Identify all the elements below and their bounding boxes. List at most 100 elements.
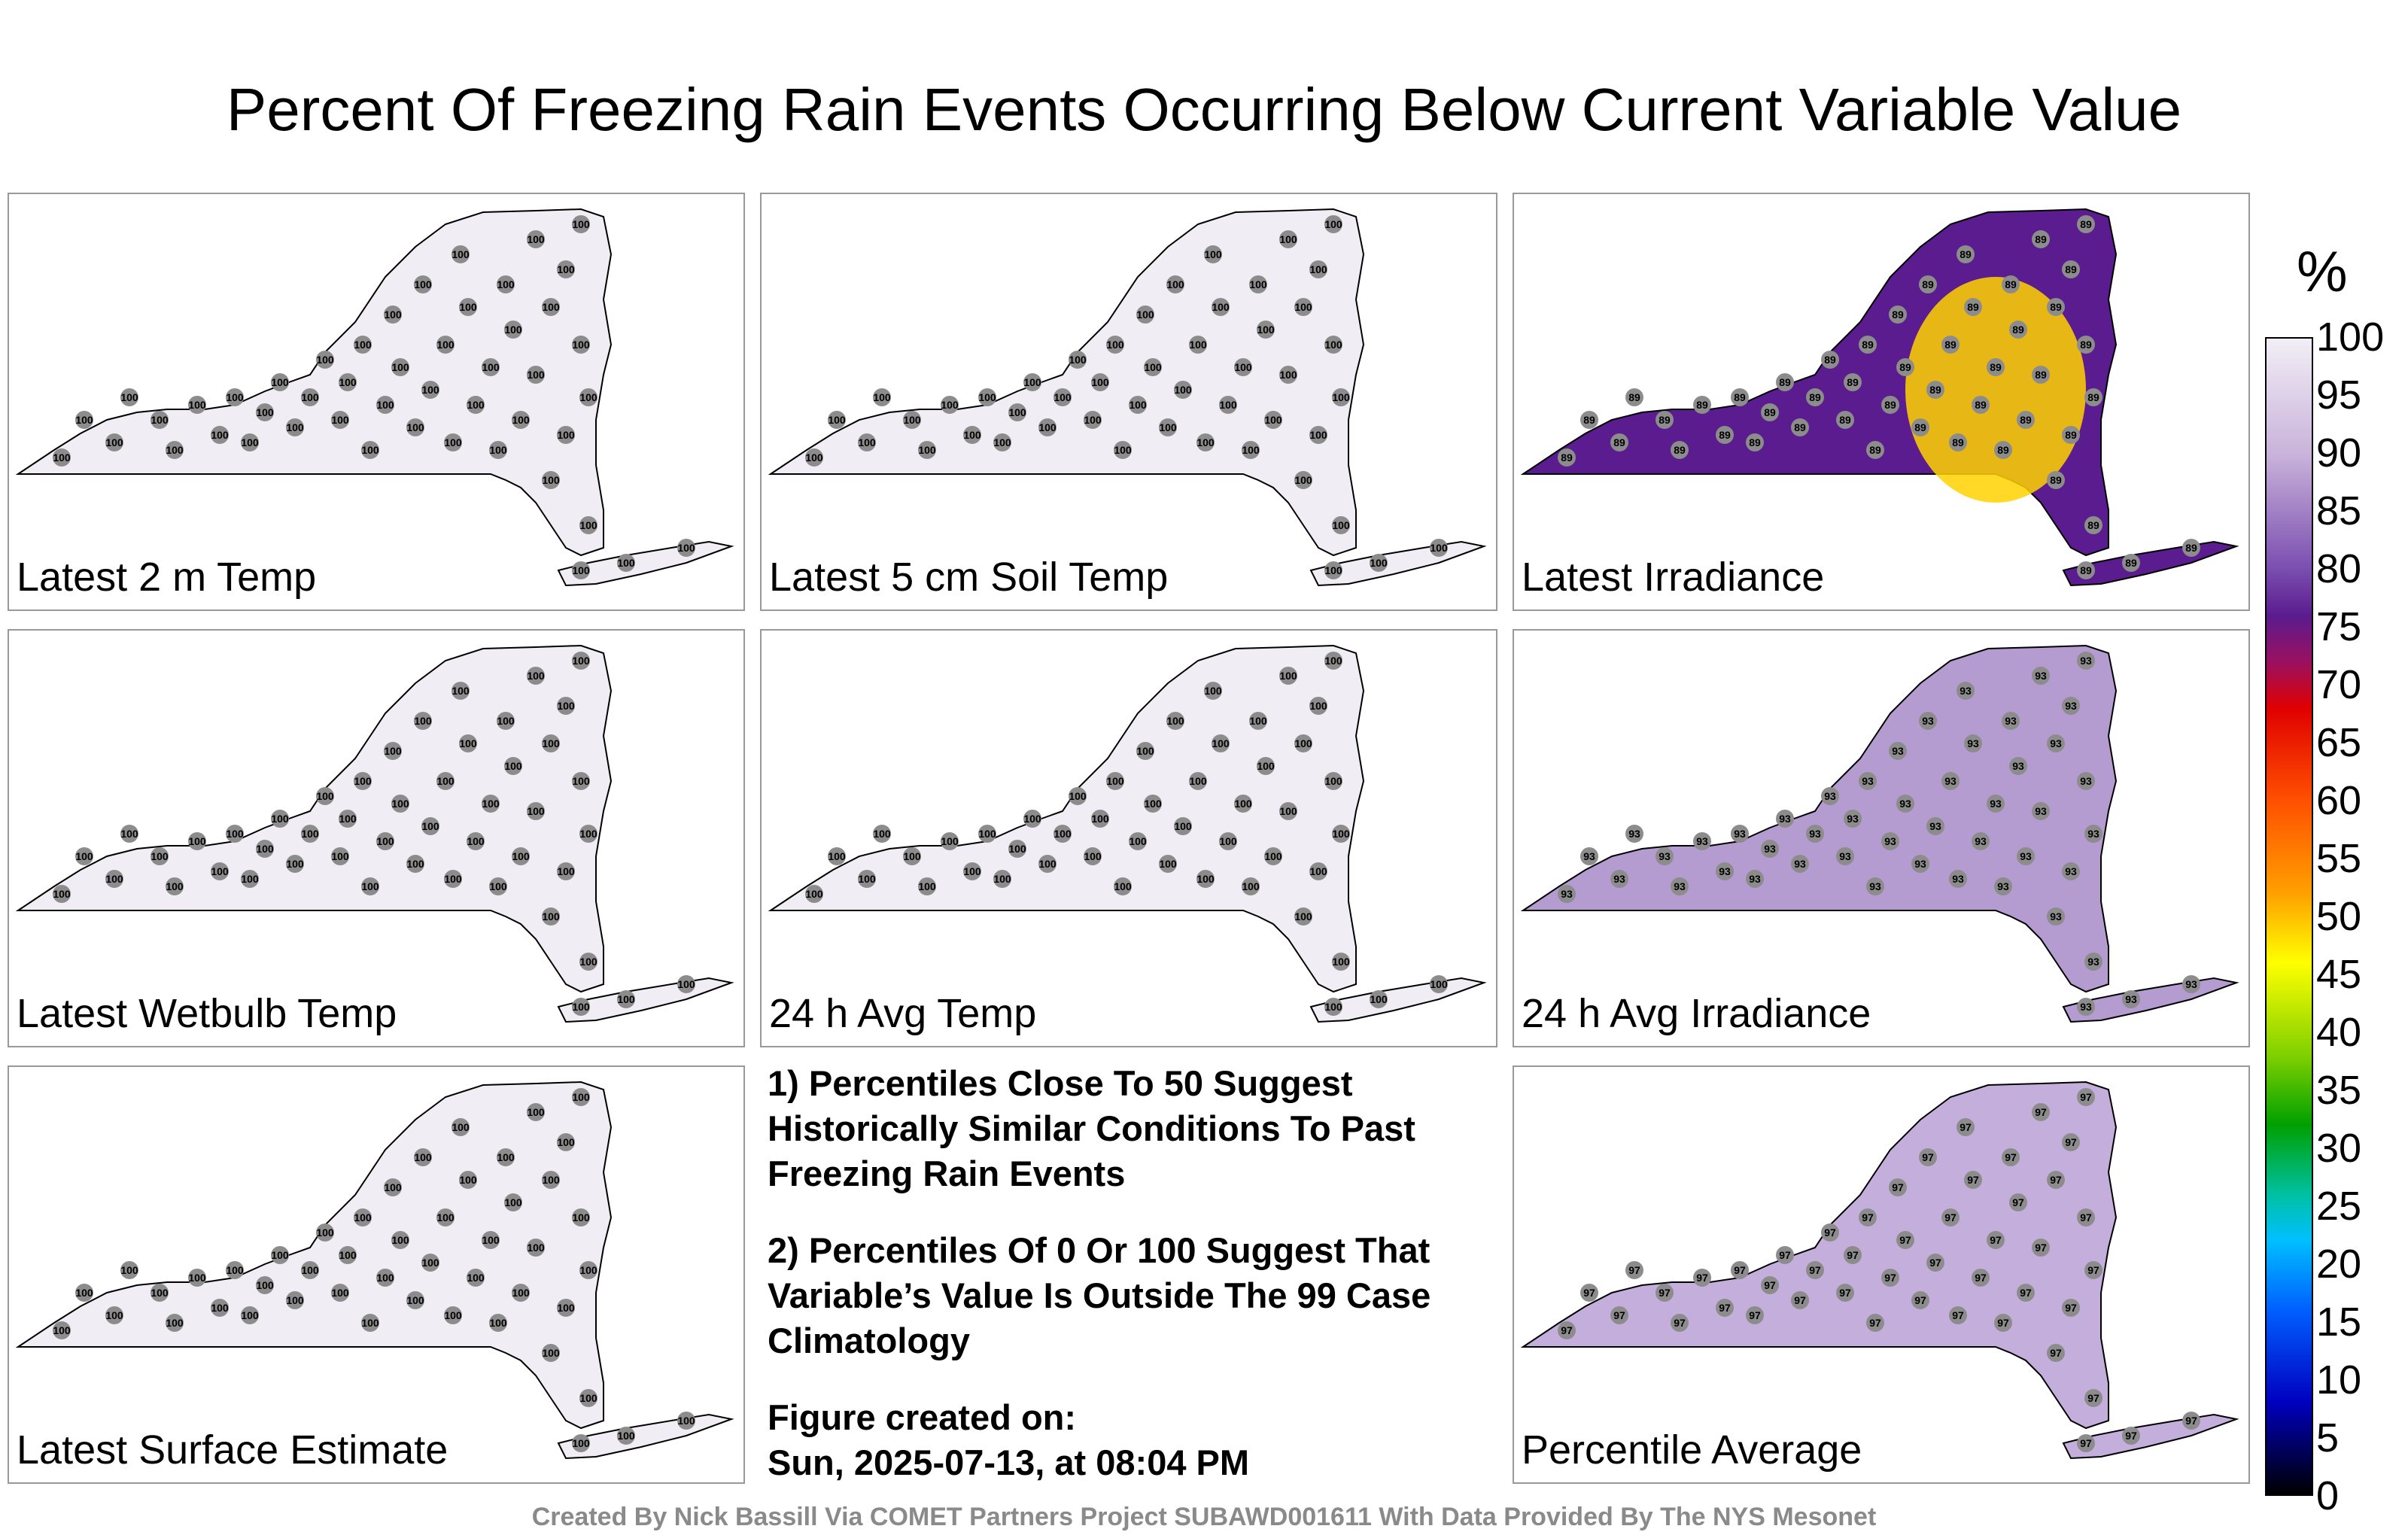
colorbar <box>2265 337 2313 1496</box>
station-marker: 97 <box>1625 1261 1643 1279</box>
svg-text:97: 97 <box>2035 1242 2047 1254</box>
svg-text:93: 93 <box>2012 760 2024 772</box>
svg-text:100: 100 <box>579 1392 597 1404</box>
svg-text:100: 100 <box>941 835 959 847</box>
svg-text:100: 100 <box>376 835 394 847</box>
state-map: 100 100 100 100 100 100 100 100 100 100 100 100 100 1… <box>768 644 1487 1023</box>
colorbar-tick: 45 <box>2316 952 2362 997</box>
svg-text:97: 97 <box>1734 1264 1746 1276</box>
svg-text:100: 100 <box>421 1257 439 1269</box>
svg-text:100: 100 <box>677 1415 695 1427</box>
station-marker: 100 <box>903 847 921 865</box>
svg-text:97: 97 <box>2005 1151 2017 1163</box>
station-marker: 97 <box>1994 1314 2012 1332</box>
svg-text:100: 100 <box>1106 339 1124 351</box>
svg-text:100: 100 <box>391 1234 409 1246</box>
svg-text:100: 100 <box>256 1279 274 1291</box>
station-marker: 100 <box>572 652 590 670</box>
station-marker: 100 <box>527 366 545 384</box>
station-marker: 100 <box>211 426 229 444</box>
station-marker: 100 <box>120 825 138 843</box>
station-marker: 100 <box>1242 877 1260 895</box>
colorbar-tick: 55 <box>2316 836 2362 881</box>
svg-text:100: 100 <box>1196 436 1215 448</box>
colorbar-tick: 60 <box>2316 778 2362 823</box>
station-marker: 100 <box>354 772 372 790</box>
svg-text:100: 100 <box>1212 737 1230 749</box>
svg-text:93: 93 <box>1869 880 1881 892</box>
svg-text:100: 100 <box>504 324 522 336</box>
svg-text:100: 100 <box>1324 775 1342 787</box>
svg-text:93: 93 <box>1734 828 1746 840</box>
svg-text:97: 97 <box>1884 1272 1896 1284</box>
station-marker: 89 <box>1866 441 1884 459</box>
svg-text:100: 100 <box>1136 309 1154 321</box>
station-marker: 100 <box>542 1344 560 1362</box>
station-marker: 97 <box>2002 1148 2020 1166</box>
station-marker: 100 <box>1189 336 1207 354</box>
station-marker: 93 <box>2182 975 2200 993</box>
svg-text:97: 97 <box>1975 1272 1987 1284</box>
svg-text:93: 93 <box>2087 956 2099 968</box>
station-marker: 100 <box>331 847 349 865</box>
svg-text:100: 100 <box>331 850 349 862</box>
svg-text:100: 100 <box>963 429 981 441</box>
svg-text:100: 100 <box>436 775 455 787</box>
station-marker: 100 <box>677 539 695 557</box>
station-marker: 89 <box>1896 358 1914 376</box>
svg-text:100: 100 <box>384 309 402 321</box>
svg-text:100: 100 <box>677 542 695 554</box>
station-marker: 100 <box>557 1299 575 1317</box>
svg-text:93: 93 <box>1922 715 1934 727</box>
svg-text:100: 100 <box>978 828 996 840</box>
svg-text:100: 100 <box>572 339 590 351</box>
svg-text:100: 100 <box>504 760 522 772</box>
station-marker: 93 <box>1972 832 1990 850</box>
svg-text:93: 93 <box>1944 775 1956 787</box>
svg-text:100: 100 <box>339 813 357 825</box>
station-marker: 100 <box>421 1254 439 1272</box>
station-marker: 100 <box>512 411 530 429</box>
svg-text:100: 100 <box>572 218 590 230</box>
station-marker: 100 <box>1324 336 1342 354</box>
svg-text:93: 93 <box>2125 993 2137 1005</box>
station-marker: 93 <box>1693 832 1711 850</box>
svg-text:89: 89 <box>1696 399 1708 411</box>
station-marker: 89 <box>1972 396 1990 414</box>
station-marker: 100 <box>512 1284 530 1302</box>
station-marker: 100 <box>1324 561 1342 579</box>
svg-text:100: 100 <box>459 737 477 749</box>
station-marker: 100 <box>467 396 485 414</box>
svg-text:100: 100 <box>406 858 424 870</box>
station-marker: 100 <box>316 351 334 369</box>
station-marker: 100 <box>226 1261 244 1279</box>
station-marker: 100 <box>436 772 455 790</box>
svg-text:100: 100 <box>993 436 1011 448</box>
svg-text:100: 100 <box>361 880 379 892</box>
svg-text:100: 100 <box>1332 391 1350 403</box>
station-marker: 100 <box>527 802 545 820</box>
station-marker: 100 <box>1242 441 1260 459</box>
station-marker: 100 <box>579 1389 597 1407</box>
created-label: Figure created on: <box>768 1397 1077 1437</box>
station-marker: 100 <box>444 870 462 888</box>
svg-text:100: 100 <box>421 820 439 832</box>
svg-text:97: 97 <box>1899 1234 1911 1246</box>
station-marker: 100 <box>166 877 184 895</box>
svg-text:89: 89 <box>1749 436 1761 448</box>
panel-label: Latest 5 cm Soil Temp <box>769 555 1169 600</box>
svg-text:100: 100 <box>354 339 372 351</box>
svg-text:93: 93 <box>1561 888 1573 900</box>
colorbar-tick: 90 <box>2316 430 2362 476</box>
svg-text:97: 97 <box>2065 1136 2077 1148</box>
station-marker: 100 <box>941 832 959 850</box>
station-marker: 100 <box>579 825 597 843</box>
station-marker: 93 <box>2077 652 2095 670</box>
station-marker: 100 <box>406 855 424 873</box>
svg-text:97: 97 <box>2087 1392 2099 1404</box>
station-marker: 89 <box>1956 245 1975 263</box>
svg-text:100: 100 <box>150 414 169 426</box>
station-marker: 100 <box>226 388 244 406</box>
station-marker: 100 <box>436 1208 455 1226</box>
station-marker: 93 <box>1610 870 1628 888</box>
